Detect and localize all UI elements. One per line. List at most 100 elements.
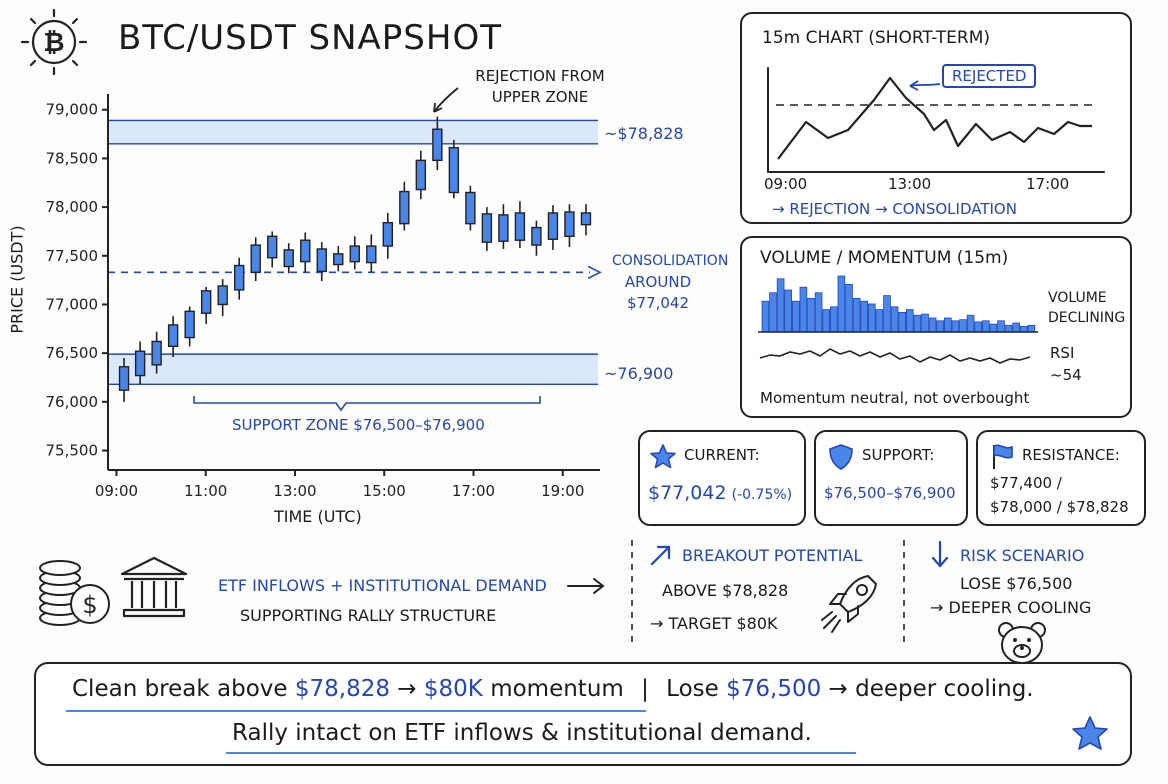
rejection-arrow-head — [433, 102, 443, 113]
star-outline-icon — [1072, 716, 1108, 750]
candle-body — [514, 212, 526, 241]
risk-line1: LOSE $76,500 — [960, 574, 1073, 593]
coin-stack-icon: $ — [39, 560, 110, 626]
y-tick-label: 79,000 — [46, 101, 99, 119]
current-price-line: $77,042 (-0.75%) — [648, 482, 792, 504]
candle-body — [432, 128, 443, 162]
candle-body — [267, 235, 278, 259]
rejection-arrow — [433, 87, 459, 113]
candle-body — [167, 324, 179, 348]
upper-zone-label: ~$78,828 — [604, 124, 684, 143]
resistance-card: RESISTANCE: $77,400 / $78,000 / $78,828 — [976, 430, 1146, 526]
support-card: SUPPORT: $76,500–$76,900 — [814, 430, 968, 526]
candle-body — [415, 159, 427, 191]
current-change: (-0.75%) — [731, 487, 793, 503]
support-value: $76,500–$76,900 — [824, 484, 956, 502]
y-tick-label: 76,000 — [46, 393, 99, 411]
right-arrow-icon — [567, 578, 605, 594]
summary-text-2: momentum — [490, 676, 624, 702]
zone-support — [108, 354, 598, 385]
candle-body — [564, 211, 575, 238]
rsi-label: RSI — [1050, 344, 1075, 362]
star-icon — [650, 444, 676, 469]
rejection-annotation: REJECTION FROM UPPER ZONE — [470, 66, 610, 108]
summary-text-4: → deeper cooling. — [828, 676, 1034, 702]
lower-zone-label: ~76,900 — [604, 364, 674, 383]
x-tick-label: 13:00 — [273, 482, 316, 500]
candle-body — [283, 249, 294, 268]
summary-arrow-1: → — [397, 676, 417, 702]
breakout-title: BREAKOUT POTENTIAL — [682, 546, 863, 565]
support-zone-label: SUPPORT ZONE $76,500–$76,900 — [232, 416, 485, 434]
bitcoin-icon: ₿ — [20, 8, 88, 76]
candle-body — [498, 214, 509, 242]
current-price-card: CURRENT: $77,042 (-0.75%) — [638, 430, 806, 526]
rejection-annotation-line2: UPPER ZONE — [491, 88, 589, 106]
consolidation-arrow — [587, 265, 602, 280]
y-tick-label: 78,000 — [46, 198, 99, 216]
page-title: BTC/USDT SNAPSHOT — [118, 18, 502, 58]
candle-body — [547, 212, 559, 240]
summary-text-3: Lose — [666, 676, 719, 702]
candle-body — [448, 147, 460, 194]
short-term-x-tick-2: 17:00 — [1026, 175, 1070, 193]
summary-banner: Clean break above $78,828 → $80K momentu… — [34, 662, 1132, 766]
rocket-icon — [821, 575, 877, 633]
svg-text:₿: ₿ — [43, 28, 64, 58]
resistance-value-line1: $77,400 / — [990, 474, 1062, 492]
candle-body — [118, 366, 130, 391]
resistance-label: RESISTANCE: — [1022, 446, 1120, 464]
summary-line2-underline — [226, 752, 856, 754]
candle-body — [580, 212, 592, 226]
consolidation-annotation-line1: CONSOLIDATION — [612, 253, 729, 269]
breakout-line1: ABOVE $78,828 — [662, 581, 789, 600]
volume-card-caption: Momentum neutral, not overbought — [760, 389, 1030, 407]
candle-body — [316, 248, 327, 273]
volume-momentum-card: VOLUME / MOMENTUM (15m) VOLUME DECLINING… — [740, 236, 1132, 418]
y-tick-label: 77,500 — [46, 247, 99, 265]
breakout-line2: → TARGET $80K — [650, 614, 778, 633]
support-zone-brace — [193, 396, 541, 412]
candle-body — [531, 226, 542, 246]
short-term-chart-title: 15m CHART (SHORT-TERM) — [762, 28, 991, 48]
summary-value-2: $80K — [423, 676, 483, 702]
svg-text:$: $ — [82, 591, 97, 619]
flag-icon — [993, 444, 1013, 469]
short-term-caption: → REJECTION → CONSOLIDATION — [772, 200, 1017, 218]
volume-note-line1: VOLUME — [1048, 290, 1107, 306]
volume-bar-chart — [758, 275, 1038, 333]
rejected-badge: REJECTED — [942, 64, 1037, 88]
y-tick-label: 76,500 — [46, 344, 99, 362]
x-tick-label: 09:00 — [95, 482, 138, 500]
short-term-line-chart — [767, 67, 1105, 173]
volume-card-title: VOLUME / MOMENTUM (15m) — [760, 248, 1009, 268]
candle-body — [300, 239, 311, 263]
summary-value-3: $76,500 — [726, 676, 822, 702]
short-term-price-line — [777, 76, 1092, 160]
summary-line1: Clean break above $78,828 → $80K momentu… — [72, 676, 1034, 702]
short-term-x-tick-1: 13:00 — [888, 175, 932, 193]
candle-body — [481, 213, 493, 243]
candle-body — [184, 310, 195, 339]
risk-line2: → DEEPER COOLING — [930, 598, 1092, 617]
candle-body — [382, 221, 394, 247]
consolidation-annotation: CONSOLIDATION AROUND $77,042 — [612, 251, 729, 314]
main-price-chart: 75,500 76,000 76,500 77,000 77,500 78,000 78,5… — [46, 87, 602, 500]
y-tick-label: 75,500 — [46, 442, 99, 460]
risk-title: RISK SCENARIO — [960, 546, 1085, 565]
rsi-line — [759, 348, 1031, 364]
summary-text-1: Clean break above — [72, 676, 288, 702]
volume-note: VOLUME DECLINING — [1048, 288, 1125, 328]
rsi-line-chart — [759, 348, 1031, 364]
summary-separator: | — [641, 676, 649, 702]
x-tick-label: 15:00 — [363, 482, 406, 500]
candle-body — [250, 244, 261, 274]
candle-body — [333, 253, 344, 266]
current-label: CURRENT: — [684, 446, 760, 464]
support-label: SUPPORT: — [862, 446, 935, 464]
short-term-x-tick-0: 09:00 — [764, 175, 808, 193]
candle-body — [134, 350, 146, 377]
current-price: $77,042 — [648, 482, 727, 504]
candle-body — [217, 285, 228, 306]
